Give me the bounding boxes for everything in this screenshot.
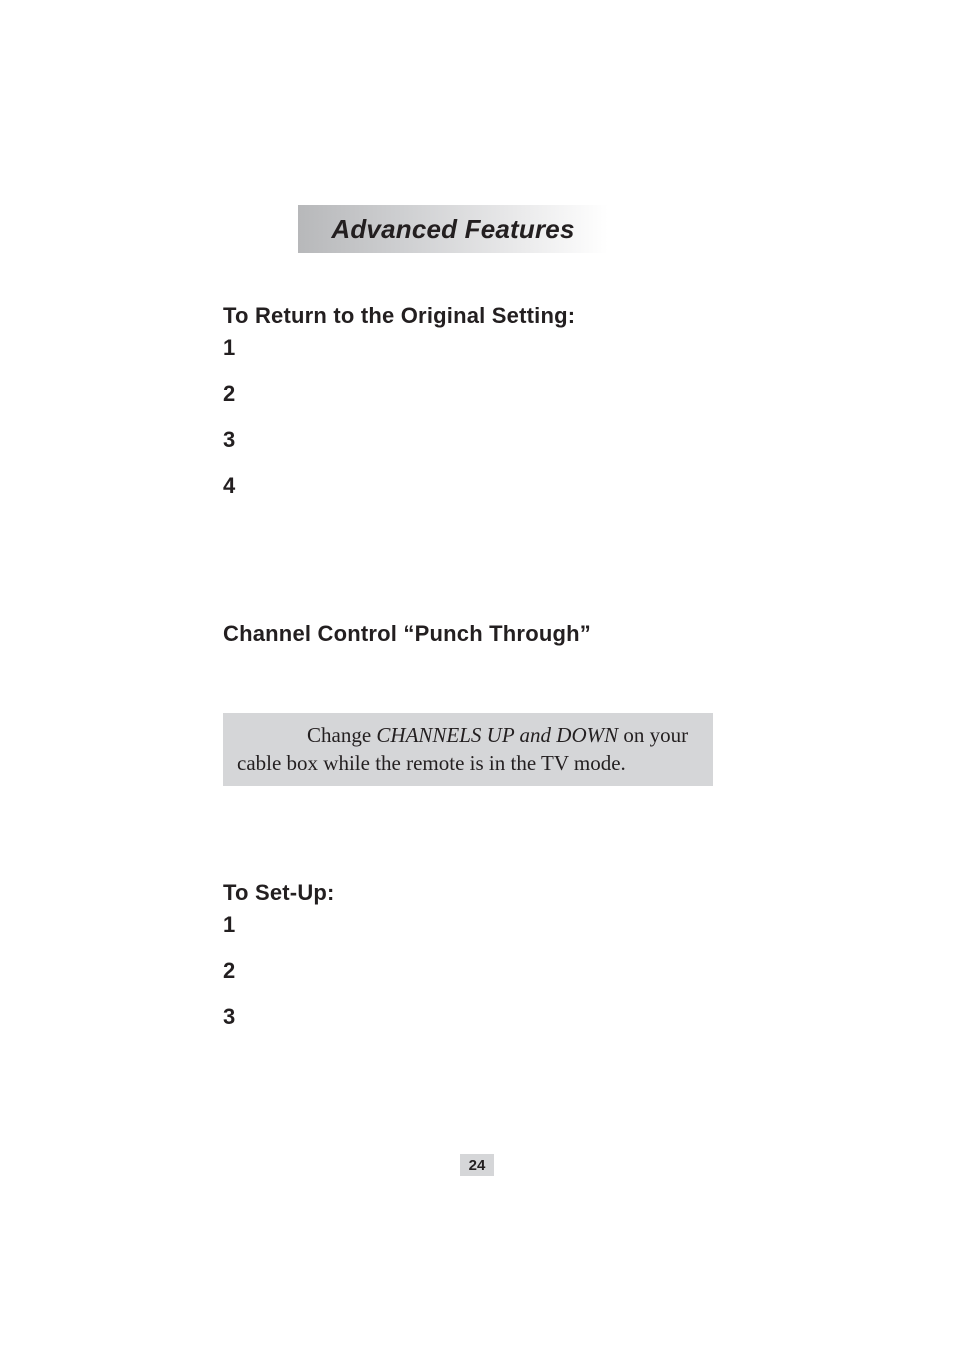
page-number: 24 [469, 1157, 486, 1174]
step-number: 3 [223, 429, 713, 451]
document-page: Advanced Features To Return to the Origi… [0, 0, 954, 1351]
step-number: 1 [223, 337, 713, 359]
page-number-box: 24 [460, 1154, 494, 1176]
page-title: Advanced Features [331, 214, 574, 245]
spacer [223, 844, 713, 880]
section3-steps: 1 2 3 [223, 914, 713, 1028]
section3-heading: To Set-Up: [223, 880, 713, 906]
step-number: 1 [223, 914, 713, 936]
example-lead: Change [307, 723, 376, 747]
spacer [223, 521, 713, 621]
spacer [223, 786, 713, 844]
section2-heading: Channel Control “Punch Through” [223, 621, 713, 647]
step-number: 4 [223, 475, 713, 497]
step-number: 3 [223, 1006, 713, 1028]
section1-heading: To Return to the Original Setting: [223, 303, 713, 329]
step-number: 2 [223, 383, 713, 405]
spacer [223, 655, 713, 713]
page-content: To Return to the Original Setting: 1 2 3… [223, 303, 713, 1052]
section1-steps: 1 2 3 4 [223, 337, 713, 497]
step-number: 2 [223, 960, 713, 982]
example-italic: CHANNELS UP and DOWN [376, 723, 618, 747]
example-box: Change CHANNELS UP and DOWN on your cabl… [223, 713, 713, 786]
title-band: Advanced Features [298, 205, 608, 253]
